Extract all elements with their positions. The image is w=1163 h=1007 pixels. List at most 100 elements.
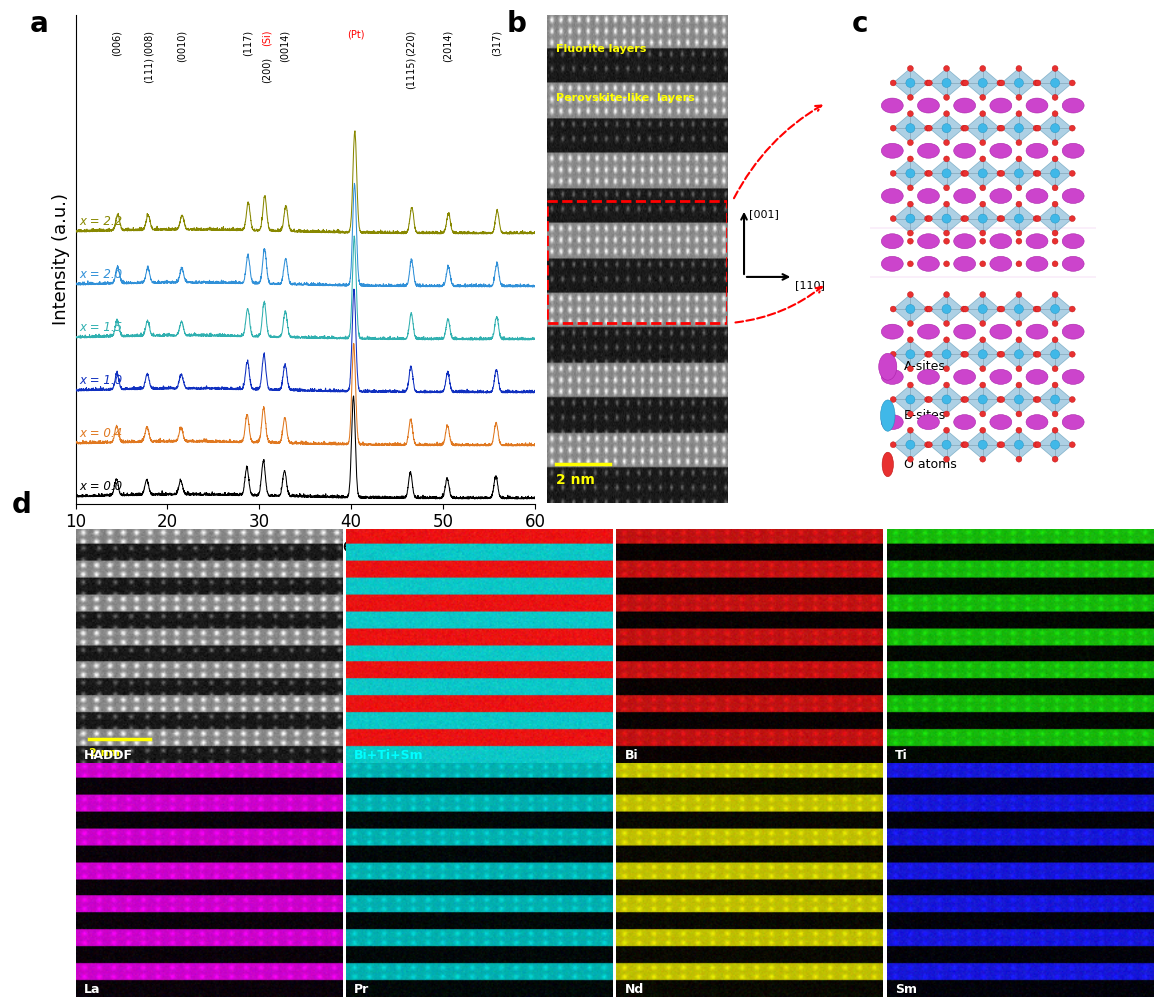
Text: x = 0.0: x = 0.0 <box>79 480 122 493</box>
Polygon shape <box>929 339 964 369</box>
X-axis label: 2θ (degree): 2θ (degree) <box>248 537 363 556</box>
Ellipse shape <box>1062 257 1084 271</box>
Ellipse shape <box>990 98 1012 113</box>
Text: (Pt): (Pt) <box>347 30 364 39</box>
Polygon shape <box>1037 385 1072 414</box>
Text: Perovskite-like  layers: Perovskite-like layers <box>556 94 694 104</box>
Circle shape <box>979 382 986 388</box>
Circle shape <box>999 397 1005 403</box>
Circle shape <box>963 170 969 176</box>
Ellipse shape <box>1062 415 1084 430</box>
Circle shape <box>890 125 897 131</box>
Circle shape <box>890 215 897 222</box>
Circle shape <box>1016 427 1022 433</box>
Ellipse shape <box>882 188 904 203</box>
Circle shape <box>1016 231 1022 236</box>
Polygon shape <box>893 114 928 143</box>
Circle shape <box>997 397 1003 403</box>
Circle shape <box>927 351 933 357</box>
Ellipse shape <box>954 234 976 249</box>
Circle shape <box>907 185 913 190</box>
Circle shape <box>979 201 986 207</box>
Polygon shape <box>893 339 928 369</box>
Circle shape <box>906 124 915 133</box>
Ellipse shape <box>954 415 976 430</box>
Circle shape <box>1053 427 1058 433</box>
Circle shape <box>943 456 949 462</box>
Ellipse shape <box>918 98 940 113</box>
Circle shape <box>943 65 949 71</box>
Ellipse shape <box>882 415 904 430</box>
Text: (200): (200) <box>262 56 272 83</box>
Polygon shape <box>965 385 1000 414</box>
Circle shape <box>999 215 1005 222</box>
Circle shape <box>890 306 897 312</box>
Circle shape <box>1014 349 1023 358</box>
Ellipse shape <box>954 370 976 385</box>
Circle shape <box>882 452 893 476</box>
Polygon shape <box>965 339 1000 369</box>
Ellipse shape <box>882 143 904 158</box>
Circle shape <box>1033 80 1039 86</box>
Text: Ti: Ti <box>894 749 907 761</box>
Polygon shape <box>1001 339 1036 369</box>
Circle shape <box>979 427 986 433</box>
Polygon shape <box>929 159 964 188</box>
Circle shape <box>1014 214 1023 224</box>
Circle shape <box>1053 156 1058 162</box>
Circle shape <box>943 382 949 388</box>
Circle shape <box>925 170 930 176</box>
Circle shape <box>963 125 969 131</box>
Polygon shape <box>893 294 928 323</box>
Polygon shape <box>1037 294 1072 323</box>
Text: Pr: Pr <box>354 983 369 996</box>
Circle shape <box>1069 397 1076 403</box>
Circle shape <box>999 170 1005 176</box>
Text: (111): (111) <box>144 56 154 83</box>
Ellipse shape <box>882 257 904 271</box>
Circle shape <box>961 125 966 131</box>
Ellipse shape <box>918 415 940 430</box>
Circle shape <box>999 306 1005 312</box>
Circle shape <box>1069 215 1076 222</box>
Circle shape <box>999 442 1005 448</box>
Circle shape <box>1050 304 1059 313</box>
Text: (008): (008) <box>144 30 154 55</box>
Circle shape <box>925 351 930 357</box>
Circle shape <box>997 215 1003 222</box>
Circle shape <box>979 111 986 117</box>
Circle shape <box>997 306 1003 312</box>
Text: 2 nm: 2 nm <box>88 748 120 758</box>
Ellipse shape <box>882 234 904 249</box>
Text: x = 2.0: x = 2.0 <box>79 269 122 281</box>
Text: B-sites: B-sites <box>904 409 946 422</box>
Polygon shape <box>929 114 964 143</box>
Polygon shape <box>1001 204 1036 234</box>
Circle shape <box>979 239 986 244</box>
Circle shape <box>1033 306 1039 312</box>
Circle shape <box>927 170 933 176</box>
Circle shape <box>1050 440 1059 449</box>
Circle shape <box>979 366 986 372</box>
Circle shape <box>963 306 969 312</box>
Polygon shape <box>893 204 928 234</box>
Circle shape <box>927 306 933 312</box>
Ellipse shape <box>954 143 976 158</box>
Circle shape <box>1016 337 1022 342</box>
Circle shape <box>1033 397 1039 403</box>
Circle shape <box>961 170 966 176</box>
Polygon shape <box>1001 68 1036 98</box>
Ellipse shape <box>1062 143 1084 158</box>
Circle shape <box>907 382 913 388</box>
Text: (2014): (2014) <box>443 30 452 62</box>
Circle shape <box>1053 95 1058 101</box>
Circle shape <box>1053 185 1058 190</box>
Circle shape <box>963 215 969 222</box>
Circle shape <box>1014 169 1023 178</box>
Circle shape <box>943 95 949 101</box>
Circle shape <box>927 125 933 131</box>
Circle shape <box>907 456 913 462</box>
Circle shape <box>942 304 951 313</box>
Text: A-sites: A-sites <box>904 361 946 374</box>
Circle shape <box>1033 170 1039 176</box>
